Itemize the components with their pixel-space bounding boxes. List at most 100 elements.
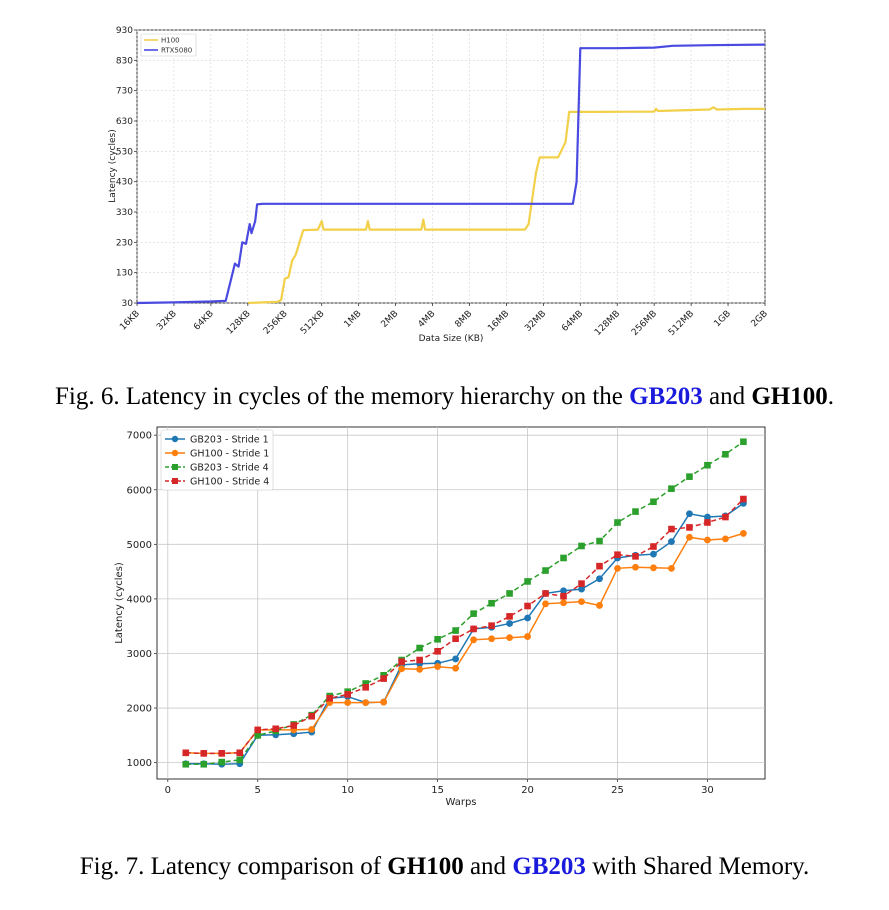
data-point: [452, 635, 459, 643]
x-tick-label: 2MB: [380, 309, 401, 330]
data-point: [560, 554, 567, 562]
data-point: [506, 620, 513, 627]
data-point: [524, 602, 531, 610]
data-point: [668, 538, 675, 546]
x-tick-label: 1GB: [713, 309, 733, 329]
x-tick-label: 2GB: [750, 309, 770, 329]
data-point: [398, 665, 406, 673]
gpu-link-gb203[interactable]: GB203: [512, 853, 586, 880]
data-point: [740, 438, 747, 446]
data-point: [452, 655, 460, 663]
data-point: [416, 644, 423, 652]
legend-label: GB203 - Stride 1: [190, 435, 269, 446]
data-point: [488, 635, 495, 643]
data-point: [704, 519, 711, 526]
x-tick-label: 25: [611, 785, 624, 796]
data-point: [650, 550, 657, 558]
legend-label: GH100 - Stride 4: [190, 477, 269, 488]
x-tick-label: 16KB: [118, 309, 142, 333]
data-point: [506, 613, 513, 620]
data-point: [650, 498, 657, 506]
series-line-rtx5080: [136, 43, 766, 305]
legend-label-h100: H100: [161, 37, 180, 45]
gpu-link-gb203[interactable]: GB203: [629, 383, 703, 410]
data-point: [668, 525, 675, 533]
x-tick-label: 0: [165, 785, 171, 796]
legend-label-rtx5080: RTX5080: [161, 47, 192, 55]
data-point: [668, 485, 675, 492]
data-point: [182, 760, 190, 768]
x-tick-label: 10: [341, 785, 354, 796]
data-point: [704, 536, 711, 544]
x-tick-label: 5: [255, 785, 261, 796]
y-tick-label: 7000: [127, 431, 152, 442]
data-point: [542, 567, 549, 574]
x-tick-label: 1MB: [343, 309, 364, 330]
data-point: [308, 725, 316, 733]
y-tick-label: 430: [116, 178, 133, 188]
y-tick-label: 6000: [127, 485, 152, 496]
series-line-h100: [247, 106, 765, 305]
x-tick-label: 8MB: [453, 309, 474, 330]
figure-6-caption: Fig. 6. Latency in cycles of the memory …: [54, 383, 834, 410]
x-tick-label: 512MB: [667, 309, 696, 338]
data-point: [578, 580, 585, 587]
y-tick-label: 230: [116, 238, 133, 248]
data-point: [344, 691, 351, 698]
data-point: [326, 694, 333, 702]
data-point: [434, 647, 441, 655]
data-point: [398, 658, 405, 665]
data-point: [686, 473, 693, 480]
x-tick-label: 20: [521, 785, 534, 796]
x-tick-label: 32MB: [523, 309, 548, 334]
data-point: [470, 610, 477, 617]
data-point: [506, 590, 513, 597]
data-point: [614, 551, 621, 559]
legend: H100 RTX5080: [140, 33, 197, 57]
y-tick-label: 730: [116, 87, 133, 97]
x-tick-label: 30: [701, 785, 714, 796]
data-point: [434, 635, 441, 643]
data-point: [596, 575, 603, 583]
data-point: [704, 513, 711, 521]
x-tick-label: 512KB: [299, 309, 327, 337]
y-tick-label: 630: [116, 117, 133, 127]
data-point: [524, 614, 531, 622]
data-point: [380, 698, 388, 706]
data-point: [686, 524, 693, 531]
data-point: [578, 598, 585, 606]
data-point: [596, 602, 603, 609]
x-tick-label: 128MB: [593, 309, 622, 338]
data-point: [452, 664, 460, 672]
data-point: [236, 756, 244, 764]
data-point: [200, 760, 208, 768]
data-point: [542, 600, 549, 608]
data-point: [686, 510, 693, 518]
x-axis-label: Data Size (KB): [419, 334, 484, 344]
data-point: [362, 680, 369, 687]
data-point: [470, 625, 477, 633]
data-point: [704, 461, 711, 469]
data-point: [308, 712, 315, 720]
data-point: [434, 663, 442, 670]
data-point: [632, 553, 639, 560]
figure-7-caption: Fig. 7. Latency comparison of GH100 and …: [79, 853, 810, 880]
data-point: [560, 587, 567, 595]
y-tick-label: 930: [116, 26, 133, 36]
legend-label: GB203 - Stride 4: [190, 463, 269, 474]
data-point: [596, 537, 603, 545]
data-point: [740, 530, 747, 537]
y-tick-label: 5000: [127, 540, 152, 551]
data-point: [722, 450, 729, 458]
x-axis-label: Warps: [445, 797, 476, 808]
data-point: [740, 495, 747, 503]
x-tick-label: 256MB: [630, 309, 659, 338]
y-tick-label: 3000: [127, 649, 152, 660]
data-point: [596, 562, 603, 570]
data-point: [380, 675, 387, 682]
y-tick-label: 1000: [127, 758, 152, 769]
data-point: [524, 633, 531, 640]
memory-hierarchy-latency-chart: 16KB 32KB 64KB 128KB 256KB 512KB 1MB 2MB 4MB 8MB 1…: [108, 26, 770, 344]
data-point: [488, 599, 495, 607]
data-point: [578, 585, 585, 593]
